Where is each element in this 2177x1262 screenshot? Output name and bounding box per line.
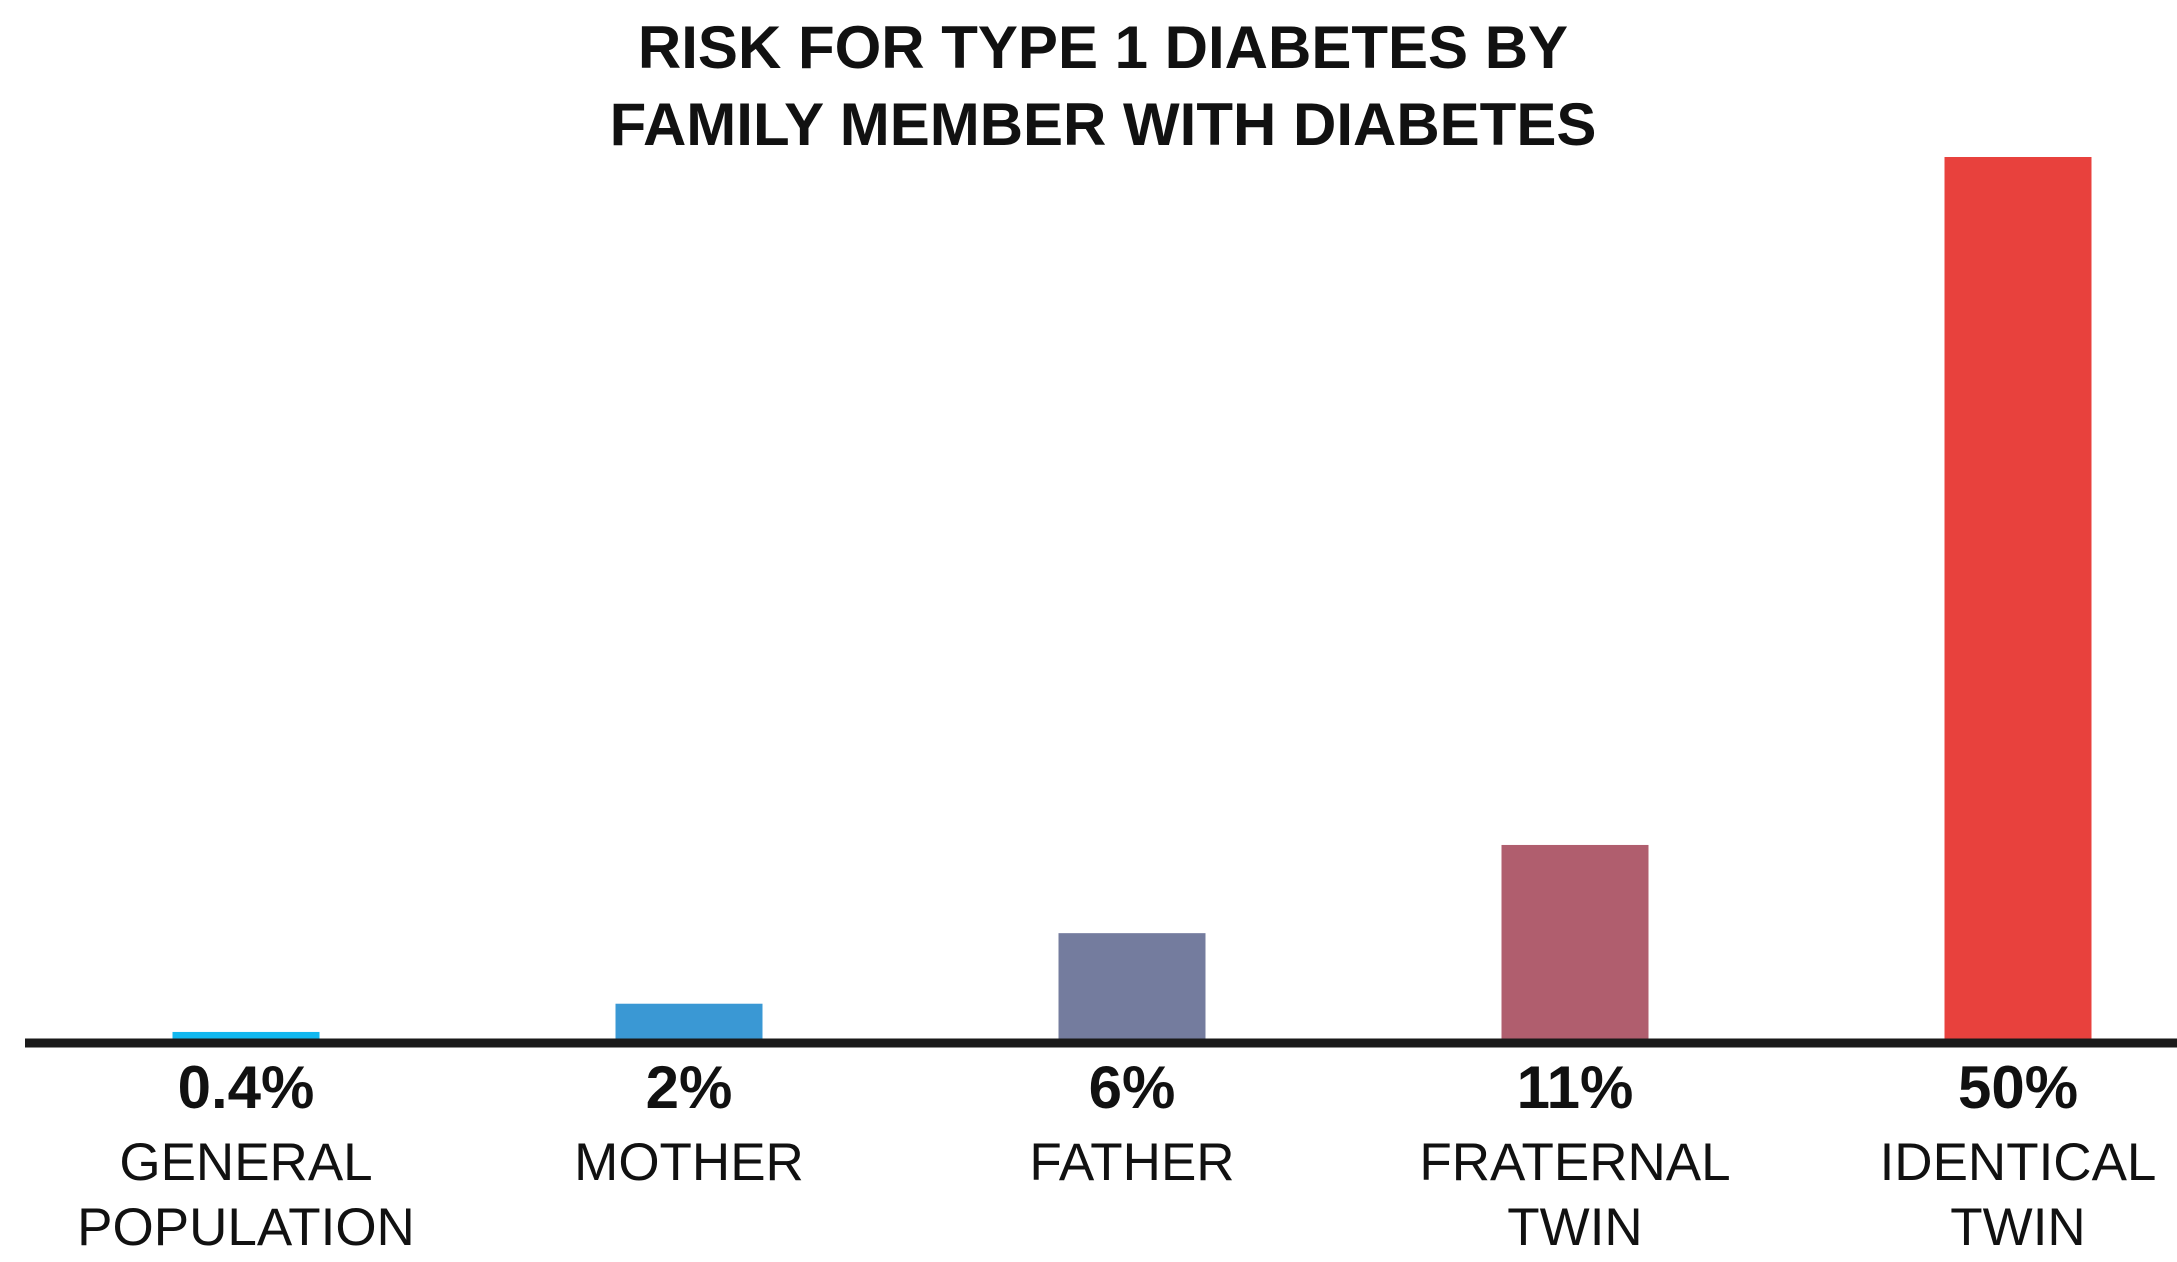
bar-3 [1501, 844, 1649, 1039]
category-label-3-line-1: TWIN [1507, 1198, 1642, 1257]
value-label-1: 2% [646, 1054, 733, 1121]
category-label-1-line-0: MOTHER [574, 1133, 804, 1192]
category-label-4-line-0: IDENTICAL [1880, 1133, 2157, 1192]
labels-group: 0.4% GENERAL POPULATION 2% MOTHER 6% FATHER 11%… [77, 1054, 2156, 1257]
chart-title-line-1: RISK FOR TYPE 1 DIABETES BY [638, 14, 1568, 81]
bar-2 [1058, 933, 1206, 1039]
value-label-3: 11% [1517, 1054, 1634, 1121]
category-label-2-line-0: FATHER [1029, 1133, 1234, 1192]
chart-title-line-2: FAMILY MEMBER WITH DIABETES [610, 91, 1597, 158]
bar-0 [172, 1031, 320, 1039]
bar-1 [615, 1003, 763, 1039]
value-label-0: 0.4% [178, 1054, 315, 1121]
category-label-0-line-0: GENERAL [119, 1133, 372, 1192]
value-label-4: 50% [1958, 1054, 2078, 1121]
bars-group [172, 157, 2092, 1039]
bar-4 [1944, 157, 2092, 1039]
value-label-2: 6% [1089, 1054, 1176, 1121]
category-label-3-line-0: FRATERNAL [1419, 1133, 1730, 1192]
category-label-0-line-1: POPULATION [77, 1198, 415, 1257]
category-label-4-line-1: TWIN [1950, 1198, 2085, 1257]
